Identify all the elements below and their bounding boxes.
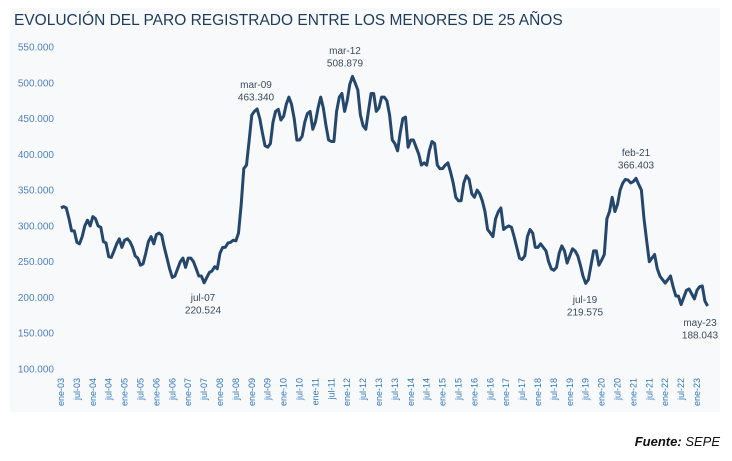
source-value: SEPE bbox=[685, 434, 720, 449]
x-tick-label: jul-20 bbox=[613, 378, 623, 401]
source-footer: Fuente: SEPE bbox=[635, 434, 720, 449]
x-tick-label: jul-12 bbox=[358, 378, 368, 401]
annotation-value: 188.043 bbox=[682, 331, 719, 342]
x-tick-label: jul-16 bbox=[485, 378, 495, 401]
x-tick-label: ene-10 bbox=[279, 378, 289, 406]
x-tick-label: jul-09 bbox=[263, 378, 273, 401]
annotation-value: 219.575 bbox=[567, 308, 604, 319]
x-tick-label: jul-06 bbox=[167, 378, 177, 401]
x-tick-label: jul-14 bbox=[422, 378, 432, 401]
annotation-month: jul-19 bbox=[572, 295, 598, 306]
x-tick-label: jul-13 bbox=[390, 378, 400, 401]
y-tick-label: 550.000 bbox=[18, 43, 55, 54]
y-tick-label: 500.000 bbox=[18, 78, 55, 89]
x-tick-label: jul-21 bbox=[644, 378, 654, 401]
annotation-month: mar-09 bbox=[240, 80, 272, 91]
x-tick-label: jul-15 bbox=[454, 378, 464, 401]
source-label: Fuente: bbox=[634, 434, 682, 449]
x-tick-label: ene-17 bbox=[501, 378, 511, 406]
x-tick-label: ene-13 bbox=[374, 378, 384, 406]
x-tick-label: ene-09 bbox=[247, 378, 257, 406]
y-tick-label: 100.000 bbox=[18, 365, 55, 376]
x-tick-label: ene-19 bbox=[565, 378, 575, 406]
x-tick-label: ene-04 bbox=[88, 378, 98, 406]
plot-background bbox=[10, 8, 720, 412]
annotation-month: mar-12 bbox=[329, 46, 361, 57]
x-tick-label: jul-22 bbox=[676, 378, 686, 401]
y-tick-label: 150.000 bbox=[18, 329, 55, 340]
x-tick-label: ene-15 bbox=[438, 378, 448, 406]
x-tick-label: ene-22 bbox=[660, 378, 670, 406]
series-line bbox=[60, 74, 709, 307]
annotation-value: 366.403 bbox=[618, 161, 655, 172]
x-tick-label: ene-06 bbox=[151, 378, 161, 406]
x-tick-label: ene-08 bbox=[215, 378, 225, 406]
x-tick-label: jul-08 bbox=[231, 378, 241, 401]
y-tick-label: 250.000 bbox=[18, 257, 55, 268]
x-tick-label: ene-14 bbox=[406, 378, 416, 406]
y-tick-label: 350.000 bbox=[18, 186, 55, 197]
x-tick-label: jul-11 bbox=[326, 378, 336, 400]
x-tick-label: ene-21 bbox=[628, 378, 638, 406]
x-tick-label: jul-18 bbox=[549, 378, 559, 401]
x-tick-label: ene-16 bbox=[469, 378, 479, 406]
x-tick-label: ene-18 bbox=[533, 378, 543, 406]
y-tick-label: 450.000 bbox=[18, 114, 55, 125]
annotation-month: jul-07 bbox=[190, 293, 216, 304]
annotation-value: 220.524 bbox=[185, 306, 222, 317]
x-tick-label: ene-07 bbox=[183, 378, 193, 406]
annotation-month: feb-21 bbox=[622, 148, 651, 159]
annotation-value: 508.879 bbox=[327, 59, 364, 70]
x-tick-label: ene-03 bbox=[56, 378, 66, 406]
annotation-value: 463.340 bbox=[238, 93, 275, 104]
x-tick-label: jul-03 bbox=[72, 378, 82, 401]
x-tick-label: ene-20 bbox=[597, 378, 607, 406]
x-tick-label: jul-04 bbox=[104, 378, 114, 401]
chart-title: EVOLUCIÓN DEL PARO REGISTRADO ENTRE LOS … bbox=[14, 12, 563, 29]
x-tick-label: ene-12 bbox=[342, 378, 352, 406]
y-tick-label: 400.000 bbox=[18, 150, 55, 161]
x-tick-label: ene-11 bbox=[310, 378, 320, 405]
y-tick-label: 300.000 bbox=[18, 221, 55, 232]
x-tick-label: jul-19 bbox=[581, 378, 591, 401]
annotation-month: may-23 bbox=[683, 318, 717, 329]
x-tick-label: jul-10 bbox=[295, 378, 305, 401]
x-tick-label: ene-23 bbox=[692, 378, 702, 406]
x-tick-label: ene-05 bbox=[120, 378, 130, 406]
y-tick-label: 200.000 bbox=[18, 293, 55, 304]
x-tick-label: jul-07 bbox=[199, 378, 209, 401]
x-tick-label: jul-05 bbox=[136, 378, 146, 401]
x-tick-label: jul-17 bbox=[517, 378, 527, 401]
